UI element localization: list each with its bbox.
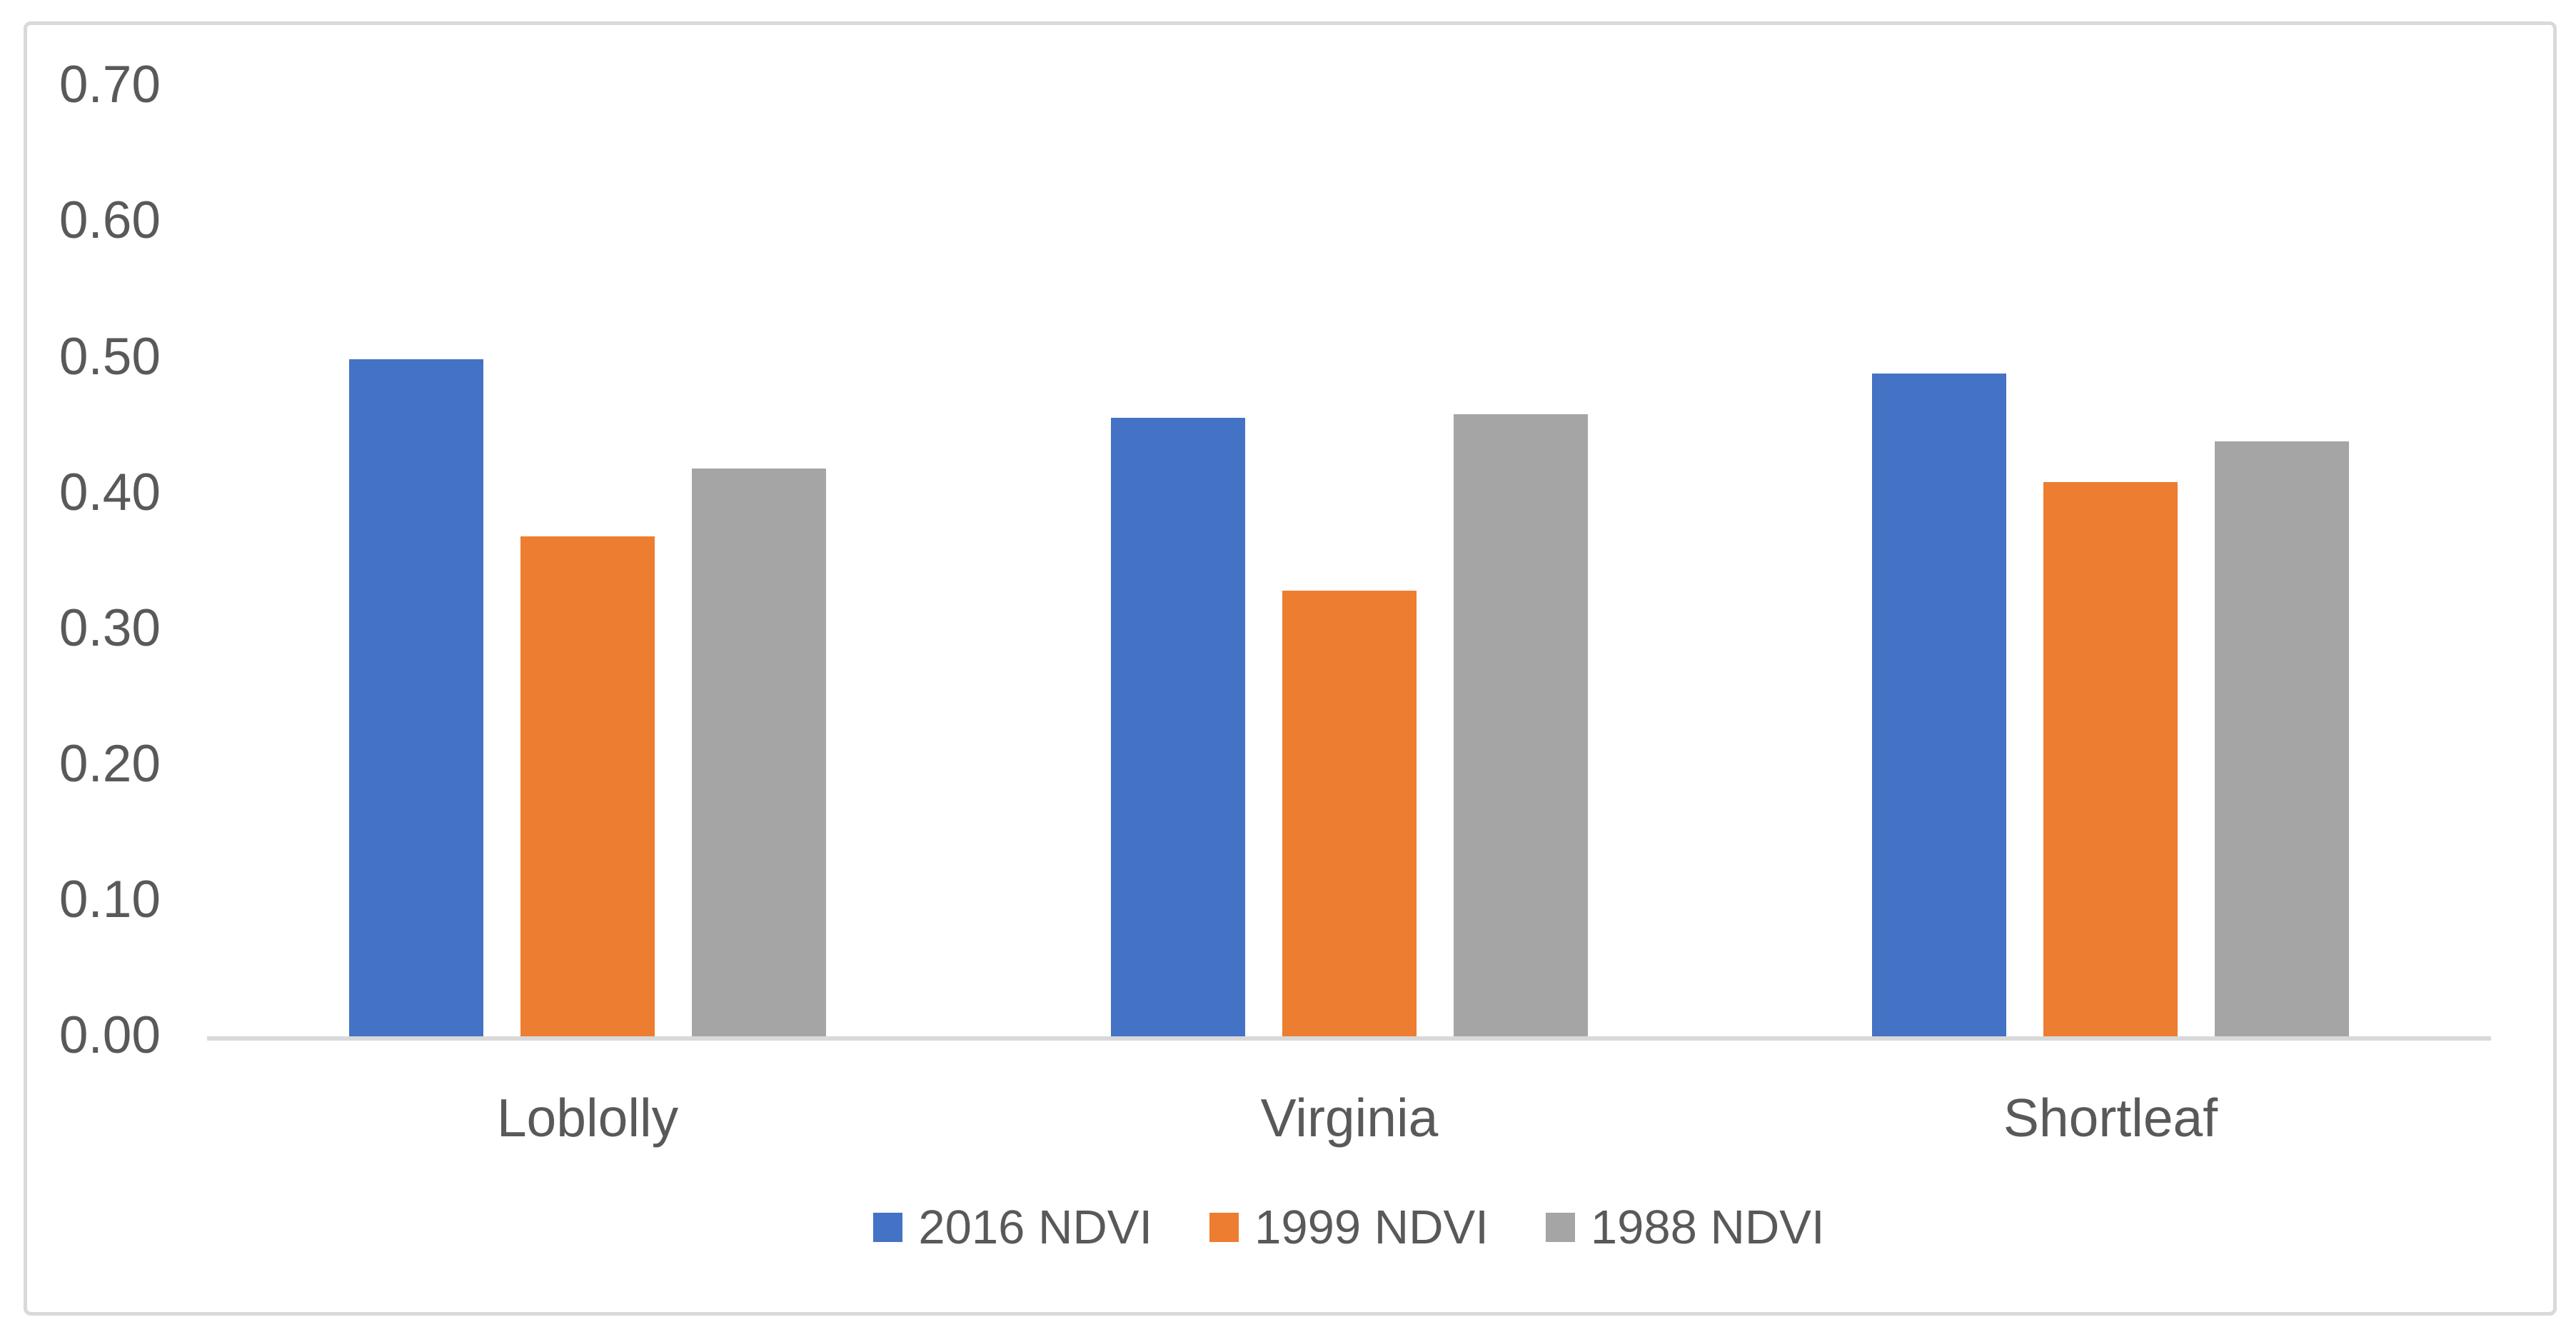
category-label-virginia: Virginia <box>1260 1088 1439 1148</box>
x-axis-line <box>207 1036 2491 1041</box>
chart-frame-border <box>24 21 2557 1316</box>
legend: 2016 NDVI 1999 NDVI 1988 NDVI <box>207 1201 2491 1254</box>
y-tick-label-0-20: 0.20 <box>59 734 161 793</box>
legend-item-2016-ndvi: 2016 NDVI <box>873 1200 1152 1255</box>
bar-loblolly-2016-ndvi <box>349 359 483 1038</box>
legend-label-1999-ndvi: 1999 NDVI <box>1254 1200 1489 1254</box>
bar-shortleaf-2016-ndvi <box>1872 374 2006 1038</box>
y-tick-label-0-70: 0.70 <box>59 56 161 114</box>
category-label-loblolly: Loblolly <box>496 1088 679 1148</box>
bar-virginia-1999-ndvi <box>1282 591 1417 1038</box>
legend-marker-icon-1999-ndvi <box>1209 1212 1239 1242</box>
y-tick-label-0-10: 0.10 <box>59 870 161 928</box>
bar-virginia-1988-ndvi <box>1454 414 1588 1038</box>
category-label-shortleaf: Shortleaf <box>2003 1088 2218 1148</box>
bar-virginia-2016-ndvi <box>1111 418 1245 1038</box>
y-tick-label-0-40: 0.40 <box>59 463 161 521</box>
legend-marker-icon-1988-ndvi <box>1545 1212 1575 1242</box>
y-tick-label-0-30: 0.30 <box>59 599 161 657</box>
legend-marker-icon-2016-ndvi <box>873 1212 903 1242</box>
bar-loblolly-1988-ndvi <box>692 469 826 1038</box>
bar-loblolly-1999-ndvi <box>520 536 655 1038</box>
legend-item-1999-ndvi: 1999 NDVI <box>1209 1200 1489 1255</box>
legend-label-1988-ndvi: 1988 NDVI <box>1590 1200 1825 1254</box>
legend-item-1988-ndvi: 1988 NDVI <box>1545 1200 1825 1255</box>
y-tick-label-0-50: 0.50 <box>59 327 161 386</box>
bar-shortleaf-1988-ndvi <box>2215 441 2349 1038</box>
legend-label-2016-ndvi: 2016 NDVI <box>918 1200 1153 1254</box>
y-tick-label-0-00: 0.00 <box>59 1006 161 1064</box>
y-tick-label-0-60: 0.60 <box>59 191 161 250</box>
bar-shortleaf-1999-ndvi <box>2043 482 2178 1038</box>
